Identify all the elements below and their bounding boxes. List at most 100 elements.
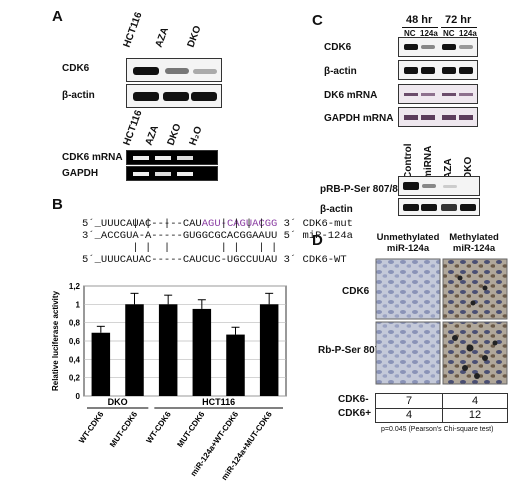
- band: [133, 156, 149, 160]
- band: [441, 204, 457, 211]
- band: [133, 172, 149, 176]
- table-divider-h: [376, 408, 507, 409]
- y-axis-label: Relative luciferase activity: [51, 290, 60, 391]
- band: [460, 204, 476, 211]
- lane-aza: AZA: [153, 25, 172, 49]
- gel-c-gapdh: [398, 107, 478, 127]
- band: [404, 44, 418, 50]
- table-divider-v: [442, 394, 443, 422]
- band: [442, 44, 456, 50]
- ihc-meth-cdk6: [442, 258, 508, 320]
- seq-mut-part3: 3´ CDK6-mut: [277, 218, 353, 230]
- time-48hr-line: [402, 27, 438, 28]
- col-unmethylated-1: Unmethylated: [376, 232, 440, 243]
- band: [442, 93, 456, 96]
- band: [177, 156, 193, 160]
- band: [421, 115, 435, 120]
- bar: [259, 304, 279, 396]
- band: [459, 67, 473, 74]
- group-label: HCT116: [202, 397, 235, 407]
- gel-lane-hct116: HCT116: [121, 108, 145, 147]
- band: [191, 92, 217, 101]
- gel-lane-dko: DKO: [165, 122, 184, 147]
- band: [404, 67, 418, 74]
- cell-neg-meth: 4: [471, 395, 479, 407]
- y-tick-label: 0,6: [69, 337, 81, 346]
- lane-dko: DKO: [185, 24, 204, 49]
- gel-lane-h2o: H₂O: [187, 124, 205, 147]
- band: [443, 185, 457, 188]
- label-cdk6-mrna: CDK6 mRNA: [62, 152, 123, 163]
- col-methylated-1: Methylated: [449, 232, 499, 243]
- sublane-nc-2: NC: [443, 29, 455, 38]
- blot-c-prb: [398, 176, 480, 196]
- band: [155, 172, 171, 176]
- label-c-actin: β-actin: [324, 66, 357, 77]
- band: [403, 182, 419, 190]
- seq-cdk6-mut: 5´_UUUCAUAC-----CAUAGU-CAGUACGG 3´ CDK6-…: [82, 206, 353, 230]
- label-b-actin: β-actin: [62, 90, 95, 101]
- y-tick-label: 0: [76, 392, 81, 401]
- blot-c-actin: [398, 60, 478, 80]
- bar: [158, 304, 178, 396]
- band: [133, 67, 159, 75]
- lane-control: Control: [403, 143, 414, 179]
- band: [404, 115, 418, 120]
- band: [459, 115, 473, 120]
- label-prb: pRB-P-Ser 807/811: [320, 184, 409, 195]
- row-cdk6-neg: CDK6-: [338, 394, 369, 405]
- label-c-gapdh-mrna: GAPDH mRNA: [324, 113, 394, 124]
- blot-a-cdk6: [126, 58, 222, 82]
- row-rb: Rb-P-Ser 807/811: [318, 345, 400, 356]
- gel-a-cdk6: [126, 150, 218, 165]
- ihc-meth-rb: [442, 321, 508, 385]
- seq-pairing-2: | | | | | | |: [82, 242, 278, 254]
- label-c-actin-2: β-actin: [320, 204, 353, 215]
- row-cdk6-pos: CDK6+: [338, 408, 372, 419]
- band: [459, 45, 473, 49]
- band: [155, 156, 171, 160]
- label-c-cdk6: CDK6: [324, 42, 352, 53]
- panel-d-label: D: [312, 232, 323, 249]
- y-tick-label: 0,4: [69, 355, 81, 364]
- time-72hr: 72 hr: [445, 14, 472, 26]
- y-tick-label: 1: [76, 300, 81, 309]
- gel-lane-aza: AZA: [143, 123, 162, 147]
- panel-c-label: C: [312, 12, 323, 29]
- time-48hr: 48 hr: [406, 14, 433, 26]
- panel-a-label: A: [52, 8, 63, 25]
- bar: [125, 304, 144, 396]
- seq-cdk6-wt: 5´_UUUCAUAC-----CAUCUC-UGCCUUAU 3´ CDK6-…: [82, 254, 347, 266]
- blot-c-cdk6: [398, 37, 478, 57]
- p-value: p=0.045 (Pearson's Chi-square test): [381, 426, 494, 433]
- label-c-dk6-mrna: DK6 mRNA: [324, 90, 378, 101]
- stained-nuclei: [452, 275, 498, 379]
- bar: [226, 334, 245, 396]
- blot-c-actin-2: [398, 198, 480, 216]
- lane-hct116: HCT116: [121, 10, 145, 49]
- ihc-unmeth-rb: [375, 321, 441, 385]
- band: [403, 204, 419, 211]
- band: [421, 204, 437, 211]
- cell-neg-unmeth: 7: [405, 395, 413, 407]
- ihc-images: [375, 258, 508, 385]
- band: [421, 67, 435, 74]
- lane-mirna: miRNA: [423, 145, 434, 179]
- blot-a-actin: [126, 84, 222, 108]
- band: [177, 172, 193, 176]
- seq-mut-part1: 5´_UUUCAUAC-----CAU: [82, 218, 202, 230]
- luciferase-chart: 0 0,2 0,4 0,6 0,8 1 1,2 Relative luciferase act…: [51, 282, 287, 482]
- band: [404, 93, 418, 96]
- y-tick-label: 1,2: [69, 282, 81, 291]
- seq-mir124a: 3´_ACCGUA-A-----GUGGCGCACGGAAUU 5´ miR-1…: [82, 230, 353, 242]
- sublane-124a-2: 124a: [459, 29, 477, 38]
- band: [163, 92, 189, 101]
- band: [421, 93, 435, 96]
- sublane-124a-1: 124a: [420, 29, 438, 38]
- band: [165, 68, 189, 74]
- band: [133, 92, 159, 101]
- gel-c-dk6: [398, 84, 478, 104]
- bar: [192, 308, 212, 396]
- x-tick-label: WT-CDK6: [77, 410, 106, 445]
- seq-pairing-1: | | | | | | |: [82, 218, 265, 230]
